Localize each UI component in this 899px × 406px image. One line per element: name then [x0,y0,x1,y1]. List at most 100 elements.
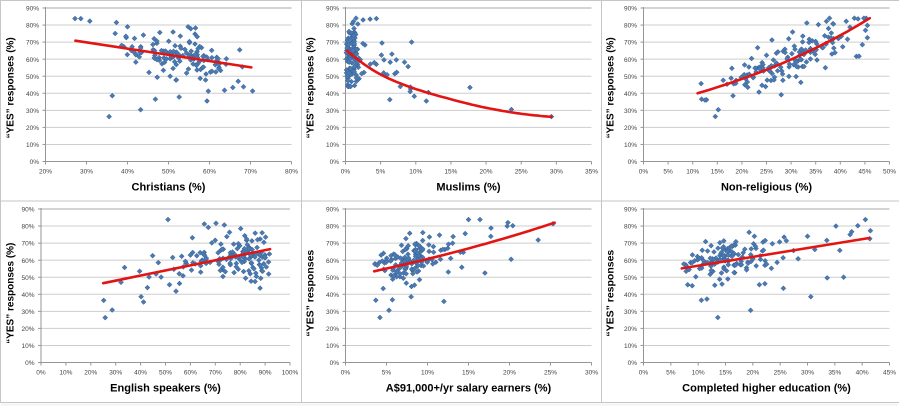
svg-text:60%: 60% [624,258,637,265]
svg-text:30%: 30% [326,309,339,316]
svg-text:“YES” responses (%): “YES” responses (%) [306,37,317,138]
svg-text:“YES” responses (%): “YES” responses (%) [606,37,617,138]
svg-text:30%: 30% [801,370,814,377]
svg-text:0%: 0% [330,159,340,166]
svg-text:Muslims (%): Muslims (%) [436,182,501,194]
svg-text:50%: 50% [624,275,637,282]
svg-text:25%: 25% [760,169,773,176]
svg-text:60%: 60% [26,57,39,64]
svg-text:15%: 15% [711,169,724,176]
svg-text:40%: 40% [834,169,847,176]
svg-text:10%: 10% [21,343,34,350]
svg-text:50%: 50% [21,275,34,282]
svg-text:20%: 20% [326,125,339,132]
svg-text:30%: 30% [624,108,637,115]
svg-text:10%: 10% [692,370,705,377]
svg-text:80%: 80% [234,370,247,377]
svg-text:40%: 40% [624,91,637,98]
svg-text:30%: 30% [80,169,93,176]
svg-text:25%: 25% [774,370,787,377]
svg-text:90%: 90% [26,6,39,13]
svg-text:0%: 0% [628,159,638,166]
svg-text:30%: 30% [26,108,39,115]
svg-text:30%: 30% [624,309,637,316]
svg-text:0%: 0% [639,169,649,176]
svg-text:80%: 80% [21,224,34,231]
svg-text:60%: 60% [203,169,216,176]
svg-text:“YES” responses (%): “YES” responses (%) [6,243,17,344]
svg-text:30%: 30% [326,108,339,115]
svg-text:80%: 80% [624,23,637,30]
svg-text:35%: 35% [828,370,841,377]
svg-text:20%: 20% [326,326,339,333]
svg-text:10%: 10% [59,370,72,377]
svg-text:90%: 90% [326,207,339,214]
svg-text:90%: 90% [326,6,339,13]
svg-text:Christians (%): Christians (%) [132,182,206,194]
svg-text:40%: 40% [856,370,869,377]
svg-text:80%: 80% [326,23,339,30]
svg-text:5%: 5% [663,169,673,176]
svg-text:0%: 0% [330,360,340,367]
svg-text:0%: 0% [341,169,351,176]
svg-text:90%: 90% [624,6,637,13]
svg-text:“YES” responses: “YES” responses [605,250,617,337]
svg-text:5%: 5% [666,370,676,377]
svg-text:40%: 40% [121,169,134,176]
svg-text:70%: 70% [624,40,637,47]
svg-text:10%: 10% [686,169,699,176]
svg-text:“YES” responses: “YES” responses [305,250,317,337]
svg-text:20%: 20% [503,370,516,377]
svg-text:15%: 15% [462,370,475,377]
svg-text:90%: 90% [259,370,272,377]
svg-text:60%: 60% [624,57,637,64]
svg-text:Non-religious (%): Non-religious (%) [721,182,812,194]
svg-text:5%: 5% [376,169,386,176]
svg-text:20%: 20% [624,326,637,333]
svg-text:0%: 0% [30,159,40,166]
svg-text:20%: 20% [26,125,39,132]
svg-text:40%: 40% [134,370,147,377]
svg-text:40%: 40% [26,91,39,98]
svg-text:40%: 40% [21,292,34,299]
svg-text:20%: 20% [746,370,759,377]
svg-text:“YES” responses (%): “YES” responses (%) [6,37,17,138]
svg-text:45%: 45% [883,370,896,377]
svg-text:30%: 30% [550,169,563,176]
svg-text:70%: 70% [326,241,339,248]
svg-text:80%: 80% [624,224,637,231]
svg-text:25%: 25% [544,370,557,377]
svg-text:0%: 0% [639,370,649,377]
svg-text:10%: 10% [26,142,39,149]
svg-text:50%: 50% [883,169,896,176]
svg-text:70%: 70% [209,370,222,377]
svg-text:25%: 25% [515,169,528,176]
svg-text:50%: 50% [326,74,339,81]
svg-text:40%: 40% [326,292,339,299]
svg-text:10%: 10% [421,370,434,377]
svg-text:20%: 20% [624,125,637,132]
svg-text:90%: 90% [21,207,34,214]
svg-text:20%: 20% [735,169,748,176]
svg-text:A$91,000+/yr salary earners (%: A$91,000+/yr salary earners (%) [386,383,552,395]
svg-text:60%: 60% [184,370,197,377]
svg-text:30%: 30% [785,169,798,176]
svg-text:30%: 30% [585,370,598,377]
svg-text:60%: 60% [21,258,34,265]
svg-text:English speakers (%): English speakers (%) [110,383,221,395]
svg-text:80%: 80% [326,224,339,231]
svg-text:45%: 45% [858,169,871,176]
svg-text:5%: 5% [382,370,392,377]
svg-text:10%: 10% [326,343,339,350]
svg-text:70%: 70% [26,40,39,47]
svg-text:10%: 10% [326,142,339,149]
svg-text:35%: 35% [809,169,822,176]
svg-text:40%: 40% [326,91,339,98]
svg-text:60%: 60% [326,57,339,64]
svg-text:20%: 20% [84,370,97,377]
svg-text:15%: 15% [719,370,732,377]
svg-text:35%: 35% [585,169,598,176]
svg-text:15%: 15% [444,169,457,176]
svg-text:70%: 70% [326,40,339,47]
svg-text:20%: 20% [21,326,34,333]
